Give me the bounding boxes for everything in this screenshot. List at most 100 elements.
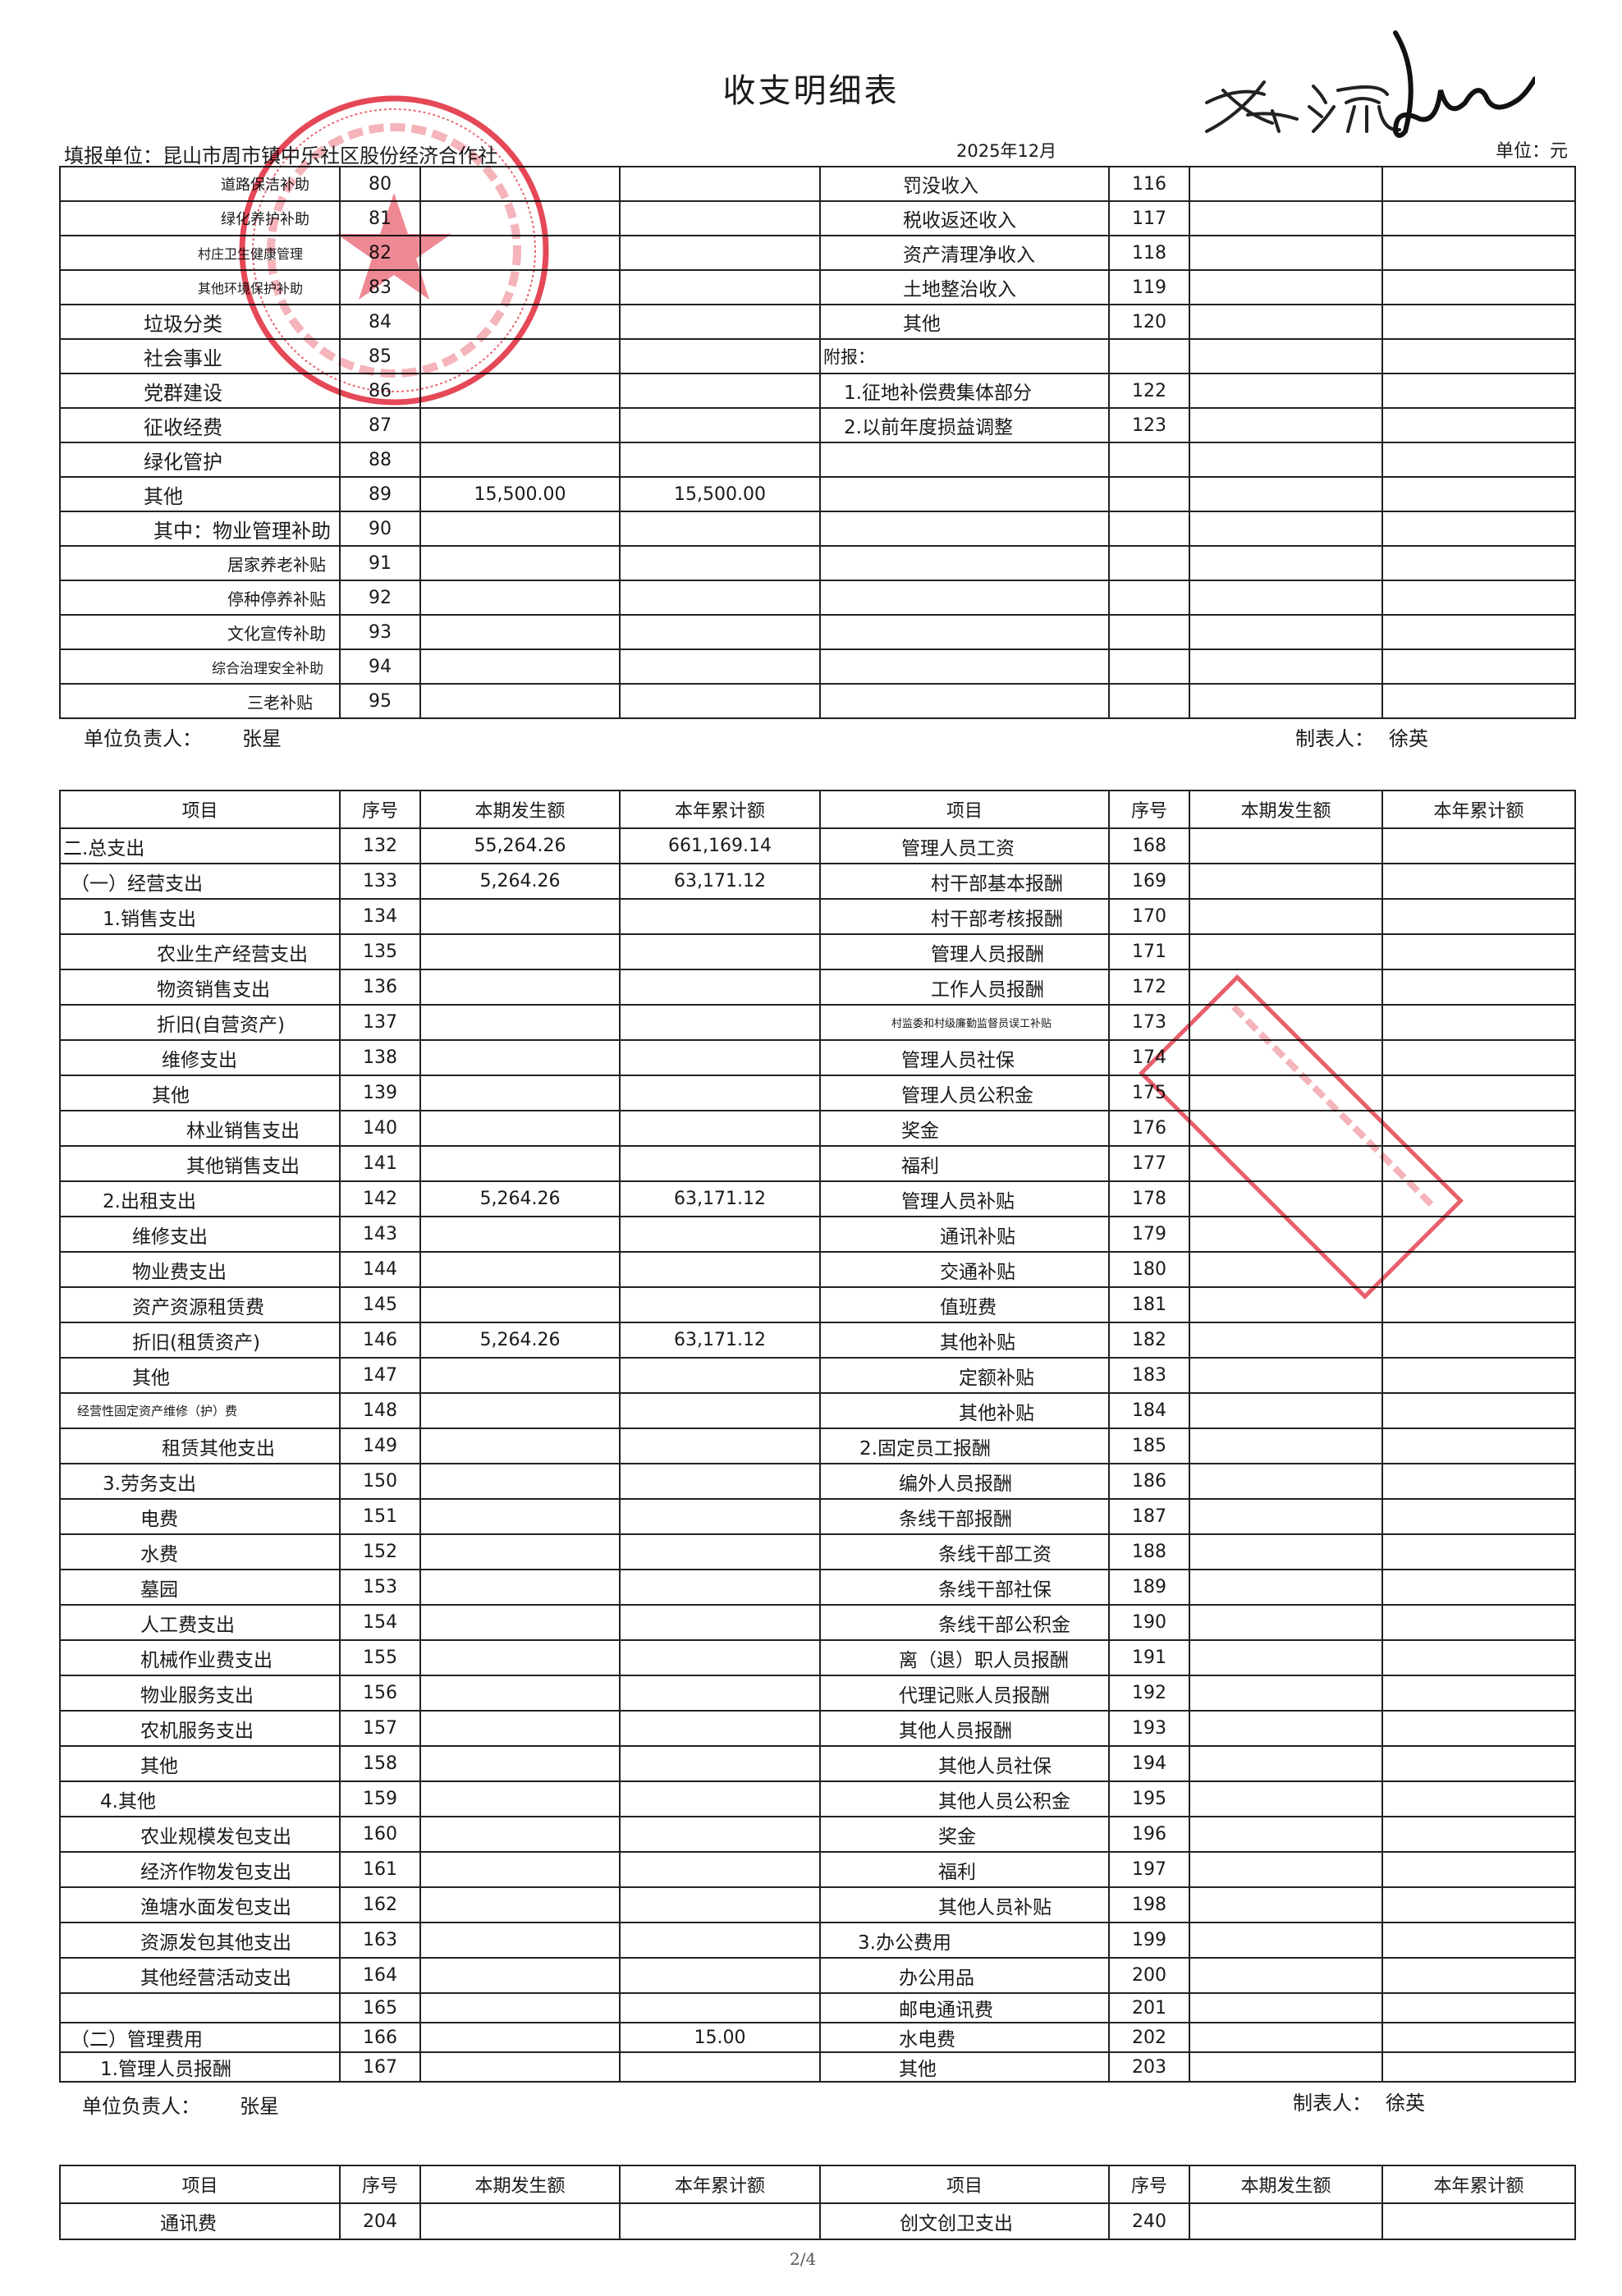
ytd-amount (1381, 304, 1576, 340)
row-label: 其他经营活动支出 (59, 1957, 341, 1994)
ytd-amount (619, 1957, 821, 1994)
row-label: 其他销售支出 (59, 1145, 341, 1182)
row-label: 折旧(自营资产) (59, 1004, 341, 1041)
row-number: 119 (1108, 269, 1190, 305)
row-number: 90 (339, 511, 421, 547)
current-amount (419, 235, 621, 271)
ytd-amount (1381, 511, 1576, 547)
row-label: （二）管理费用 (59, 2022, 341, 2053)
current-amount (1189, 1075, 1383, 1111)
ytd-amount (1381, 827, 1576, 864)
table-row: 其他经营活动支出 164 办公用品 200 (59, 1957, 1576, 1994)
ytd-amount (1381, 1286, 1576, 1323)
row-number: 86 (339, 373, 421, 409)
ytd-amount: 63,171.12 (619, 1180, 821, 1217)
ytd-amount (1381, 269, 1576, 305)
ytd-amount (1381, 1145, 1576, 1182)
ytd-amount (619, 1216, 821, 1253)
ytd-amount (1381, 1075, 1576, 1111)
row-label: 4.其他 (59, 1780, 341, 1817)
preparer-label-2: 制表人： (1293, 2092, 1372, 2115)
row-number: 92 (339, 580, 421, 616)
ytd-amount (1381, 200, 1576, 236)
current-amount (1189, 1286, 1383, 1323)
row-number: 173 (1108, 1004, 1190, 1041)
current-amount (1189, 545, 1383, 581)
table-row: 1.管理人员报酬 167 其他 203 (59, 2051, 1576, 2083)
row-label: 邮电通讯费 (819, 1992, 1110, 2023)
row-label: 维修支出 (59, 1216, 341, 1253)
current-amount (1189, 1357, 1383, 1394)
row-label: 其他人员报酬 (819, 1710, 1110, 1747)
row-label: 二.总支出 (59, 827, 341, 864)
row-number (1108, 614, 1190, 650)
table-row: 其他环境保护补助 83 土地整治收入 119 (59, 269, 1576, 305)
current-amount (1189, 1957, 1383, 1994)
ytd-amount (619, 304, 821, 340)
current-amount (1189, 2051, 1383, 2083)
ytd-amount (1381, 1392, 1576, 1429)
ytd-amount (619, 898, 821, 935)
row-number: 194 (1108, 1745, 1190, 1782)
current-amount (1189, 1428, 1383, 1464)
ytd-amount (619, 1604, 821, 1641)
ytd-amount (1381, 407, 1576, 443)
row-label: 资产清理净收入 (819, 235, 1110, 271)
ytd-amount (1381, 580, 1576, 616)
row-label: 征收经费 (59, 407, 341, 443)
current-amount (419, 1357, 621, 1394)
row-label (59, 1992, 341, 2023)
current-amount (419, 648, 621, 685)
unit-head-name: 张星 (242, 727, 282, 750)
ytd-amount (1381, 683, 1576, 719)
ytd-amount (1381, 1039, 1576, 1076)
row-label: 1.销售支出 (59, 898, 341, 935)
current-amount (419, 1075, 621, 1111)
current-amount (1189, 1004, 1383, 1041)
row-label: 资产资源租赁费 (59, 1286, 341, 1323)
row-label: 定额补贴 (819, 1357, 1110, 1394)
table-row: 折旧(租赁资产) 146 5,264.26 63,171.12 其他补贴 182 (59, 1322, 1576, 1359)
row-number: 201 (1108, 1992, 1190, 2023)
row-number: 93 (339, 614, 421, 650)
current-amount (1189, 1886, 1383, 1923)
current-amount (419, 304, 621, 340)
row-label (819, 476, 1110, 512)
ytd-amount (619, 1145, 821, 1182)
current-amount (1189, 166, 1383, 202)
table-row: 折旧(自营资产) 137 村监委和村级廉勤监督员误工补贴 173 (59, 1004, 1576, 1041)
ytd-amount (619, 1428, 821, 1464)
current-amount (1189, 407, 1383, 443)
row-label: 工作人员报酬 (819, 969, 1110, 1006)
row-number: 169 (1108, 863, 1190, 900)
current-amount (419, 1710, 621, 1747)
ytd-amount (619, 1004, 821, 1041)
ytd-amount (1381, 1569, 1576, 1606)
current-amount (1189, 1780, 1383, 1817)
row-number: 154 (339, 1604, 421, 1641)
row-label: 经济作物发包支出 (59, 1851, 341, 1888)
ytd-amount (619, 1922, 821, 1959)
column-header-ytd: 本年累计额 (1381, 790, 1576, 829)
ytd-amount (1381, 2022, 1576, 2053)
row-number: 190 (1108, 1604, 1190, 1641)
current-amount (419, 1816, 621, 1853)
ytd-amount (1381, 1463, 1576, 1500)
row-label: 其他 (59, 1075, 341, 1111)
row-number: 134 (339, 898, 421, 935)
row-label: 林业销售支出 (59, 1110, 341, 1147)
table-row: 三老补贴 95 (59, 683, 1576, 719)
row-number: 187 (1108, 1498, 1190, 1535)
row-number: 195 (1108, 1780, 1190, 1817)
current-amount (1189, 1498, 1383, 1535)
current-amount (1189, 2202, 1383, 2240)
row-label: 其他人员社保 (819, 1745, 1110, 1782)
current-amount (1189, 1110, 1383, 1147)
ytd-amount (1381, 1639, 1576, 1676)
row-number: 178 (1108, 1180, 1190, 1217)
row-label: 3.办公费用 (819, 1922, 1110, 1959)
row-label: 其他 (59, 1745, 341, 1782)
row-number: 167 (339, 2051, 421, 2083)
ytd-amount (1381, 2051, 1576, 2083)
ytd-amount (1381, 1851, 1576, 1888)
